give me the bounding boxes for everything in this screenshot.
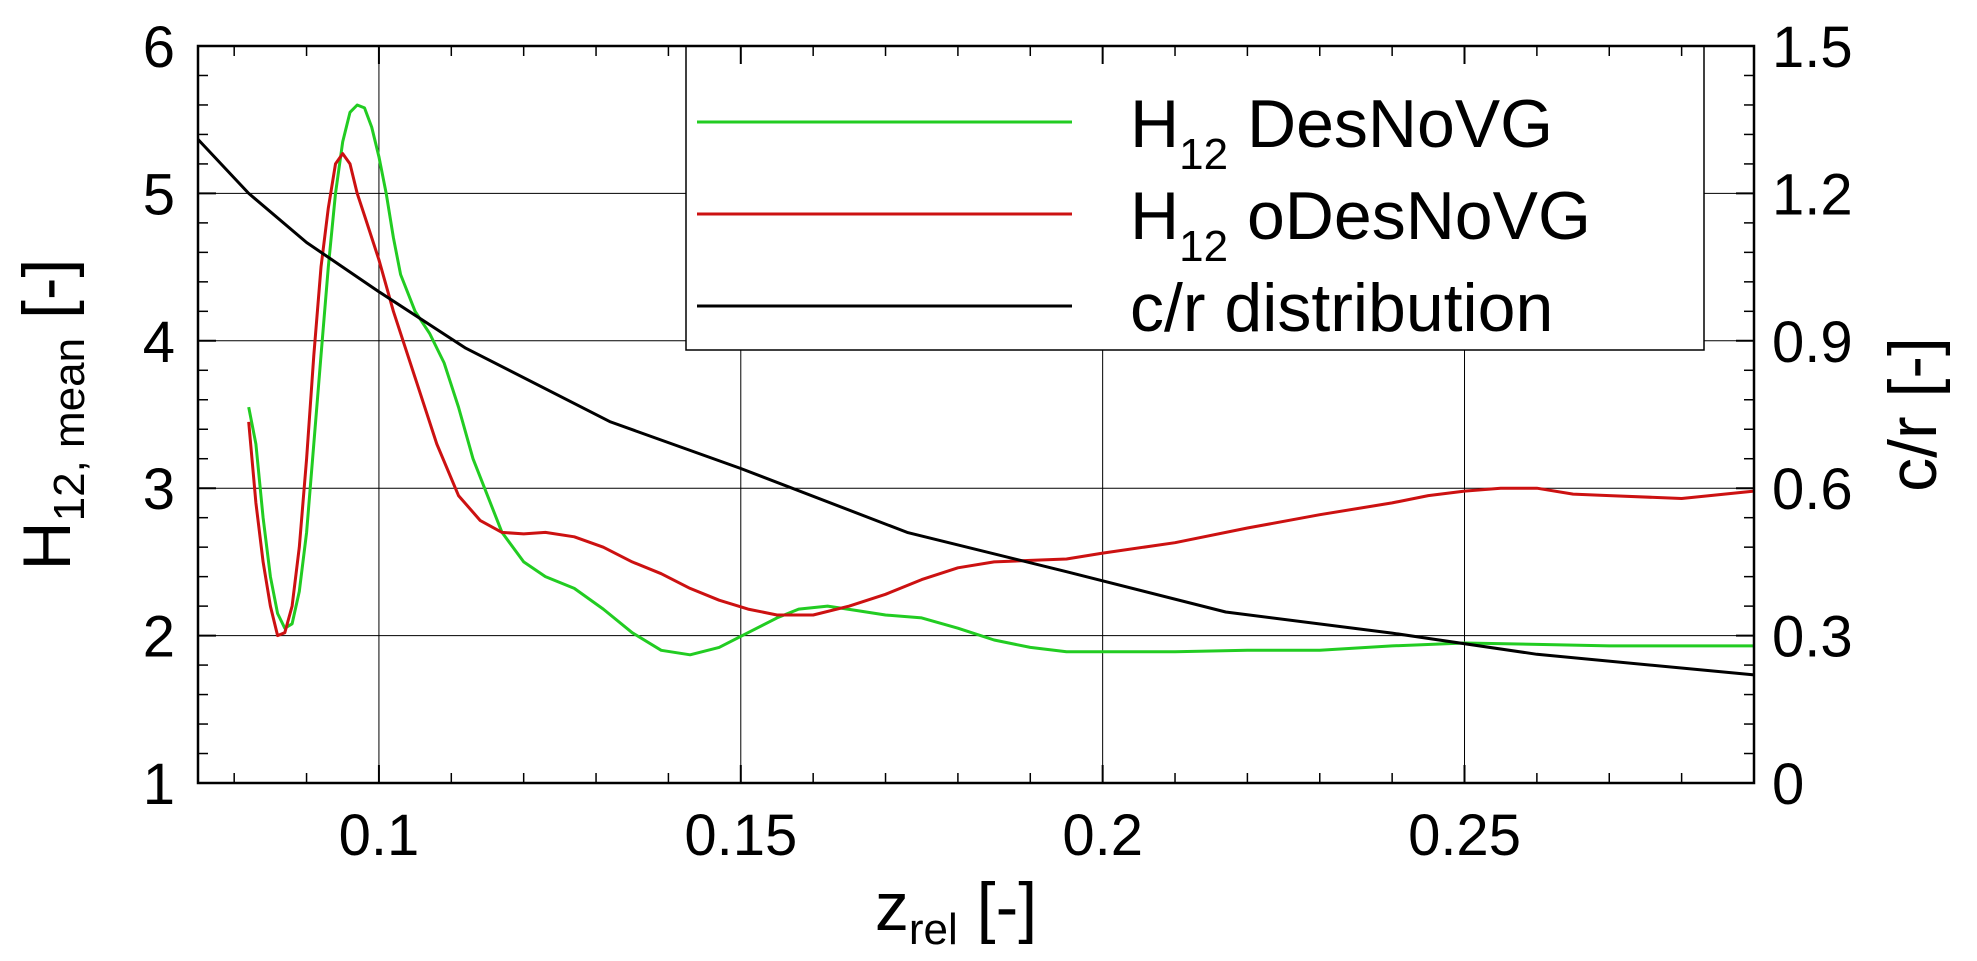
y-left-tick-label: 3 <box>143 457 175 522</box>
y-left-axis-title: H12, mean [-] <box>9 259 94 571</box>
legend-label: c/r distribution <box>1130 270 1553 346</box>
y-right-tick-label: 1.2 <box>1772 162 1853 227</box>
plot-frame <box>196 44 1756 785</box>
x-tick-label: 0.15 <box>684 803 797 868</box>
legend-box <box>685 45 1705 351</box>
y-left-tick-label: 4 <box>143 310 175 375</box>
y-right-tick-label: 0.9 <box>1772 310 1853 375</box>
series-group <box>196 103 1755 677</box>
x-tick-label: 0.25 <box>1408 803 1521 868</box>
x-tick-label: 0.1 <box>339 803 420 868</box>
axis-titles: zrel [-] H12, mean [-] c/r [-] <box>9 259 1951 954</box>
axis-ticks <box>198 45 1755 784</box>
y-right-tick-label: 0 <box>1772 752 1804 817</box>
series-line-2 <box>196 138 1755 677</box>
y-right-tick-label: 1.5 <box>1772 15 1853 80</box>
y-right-tick-label: 0.3 <box>1772 605 1853 670</box>
series-line-1 <box>247 152 1755 638</box>
x-tick-label: 0.2 <box>1062 803 1143 868</box>
y-left-tick-label: 2 <box>143 605 175 670</box>
y-right-tick-label: 0.6 <box>1772 457 1853 522</box>
x-axis-title: zrel [-] <box>875 869 1037 954</box>
series-line-0 <box>247 103 1754 657</box>
tick-labels: 0.1 0.15 0.2 0.25 1 2 3 4 5 6 0 0.3 0.6 0.9 1.2 1.5 <box>143 15 1853 868</box>
y-left-tick-label: 6 <box>143 15 175 80</box>
y-left-tick-label: 1 <box>143 752 175 817</box>
y-right-axis-title: c/r [-] <box>1875 337 1951 492</box>
y-left-tick-label: 5 <box>143 162 175 227</box>
